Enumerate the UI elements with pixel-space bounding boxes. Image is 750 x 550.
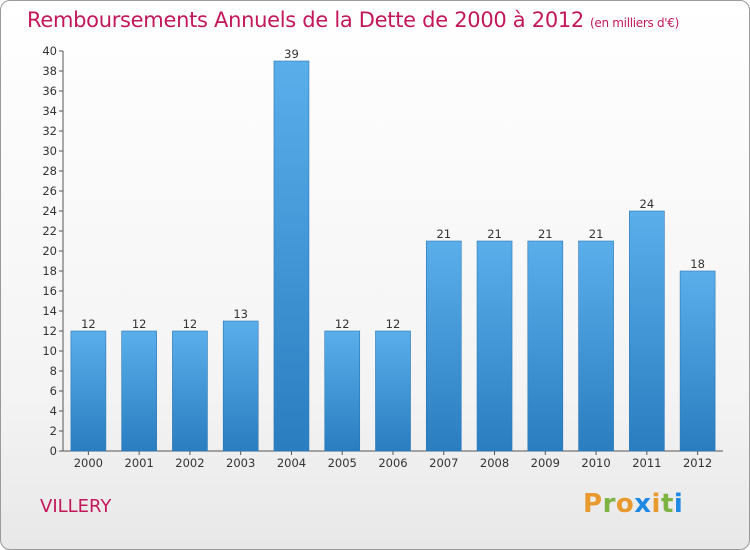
bar xyxy=(578,240,614,452)
y-tick-label: 8 xyxy=(50,364,57,378)
logo-letter: i xyxy=(651,489,661,519)
y-tick-label: 38 xyxy=(42,64,57,78)
x-tick-label: 2005 xyxy=(328,456,357,470)
proxiti-logo: Proxiti xyxy=(583,489,683,519)
x-tick-label: 2007 xyxy=(429,456,458,470)
y-tick-label: 40 xyxy=(42,44,57,58)
bars xyxy=(70,60,716,452)
bar-value-label: 24 xyxy=(640,197,655,211)
bar xyxy=(425,240,462,452)
bar-value-label: 12 xyxy=(81,317,96,331)
bar-value-label: 12 xyxy=(386,317,401,331)
bar xyxy=(679,270,716,452)
bar xyxy=(172,330,208,452)
labels: 12 2000 12 2001 12 2002 13 2003 39 2004 12 2005 12 20… xyxy=(74,47,713,470)
bar xyxy=(476,240,513,452)
y-tick-label: 20 xyxy=(42,244,57,258)
place-name: VILLERY xyxy=(40,496,112,517)
y-tick-label: 28 xyxy=(42,164,57,178)
x-tick-label: 2000 xyxy=(74,456,103,470)
x-tick-label: 2003 xyxy=(226,456,255,470)
y-tick-label: 36 xyxy=(42,84,57,98)
x-tick-label: 2009 xyxy=(531,456,560,470)
y-tick-label: 22 xyxy=(42,224,57,238)
bar-value-label: 12 xyxy=(132,317,147,331)
bar xyxy=(70,330,107,452)
chart-subtitle: (en milliers d'€) xyxy=(590,16,680,30)
bar-value-label: 13 xyxy=(233,307,248,321)
logo-letter: r xyxy=(602,489,616,519)
x-tick-label: 2011 xyxy=(632,456,661,470)
y-tick-label: 32 xyxy=(42,124,57,138)
logo-letter: i xyxy=(673,489,684,519)
bar xyxy=(629,210,665,452)
y-tick-label: 12 xyxy=(42,324,57,338)
x-tick-label: 2001 xyxy=(125,456,154,470)
y-tick-label: 30 xyxy=(42,144,57,158)
bar xyxy=(324,330,361,452)
bar-value-label: 12 xyxy=(183,317,198,331)
y-tick-label: 6 xyxy=(50,384,57,398)
bar xyxy=(273,60,310,452)
x-tick-label: 2004 xyxy=(277,456,306,470)
bar xyxy=(222,320,259,452)
x-tick-label: 2010 xyxy=(581,456,610,470)
logo-letter: t xyxy=(660,489,674,519)
bar xyxy=(527,240,564,452)
logo-letter: x xyxy=(634,489,652,519)
y-tick-label: 10 xyxy=(42,344,57,358)
bar-value-label: 12 xyxy=(335,317,350,331)
y-tick-label: 16 xyxy=(42,284,57,298)
y-tick-label: 26 xyxy=(42,184,57,198)
x-tick-label: 2012 xyxy=(683,456,712,470)
logo-letter: o xyxy=(615,489,635,519)
y-tick-label: 18 xyxy=(42,264,57,278)
y-tick-label: 2 xyxy=(50,424,57,438)
y-tick-label: 4 xyxy=(50,404,57,418)
chart-title-text: Remboursements Annuels de la Dette de 20… xyxy=(27,8,584,32)
bar-value-label: 39 xyxy=(284,47,299,61)
bar xyxy=(121,330,157,452)
x-tick-label: 2006 xyxy=(378,456,407,470)
y-tick-label: 34 xyxy=(42,104,57,118)
bar-value-label: 21 xyxy=(589,227,604,241)
bar-value-label: 18 xyxy=(690,257,705,271)
bar-value-label: 21 xyxy=(487,227,502,241)
y-tick-label: 0 xyxy=(50,444,57,458)
x-tick-label: 2002 xyxy=(175,456,204,470)
bar-value-label: 21 xyxy=(538,227,553,241)
y-tick-label: 14 xyxy=(42,304,57,318)
x-tick-label: 2008 xyxy=(480,456,509,470)
logo-letter: P xyxy=(583,489,603,519)
y-tick-label: 24 xyxy=(42,204,57,218)
bar-value-label: 21 xyxy=(436,227,451,241)
chart-title: Remboursements Annuels de la Dette de 20… xyxy=(27,8,679,32)
bar xyxy=(375,330,411,452)
